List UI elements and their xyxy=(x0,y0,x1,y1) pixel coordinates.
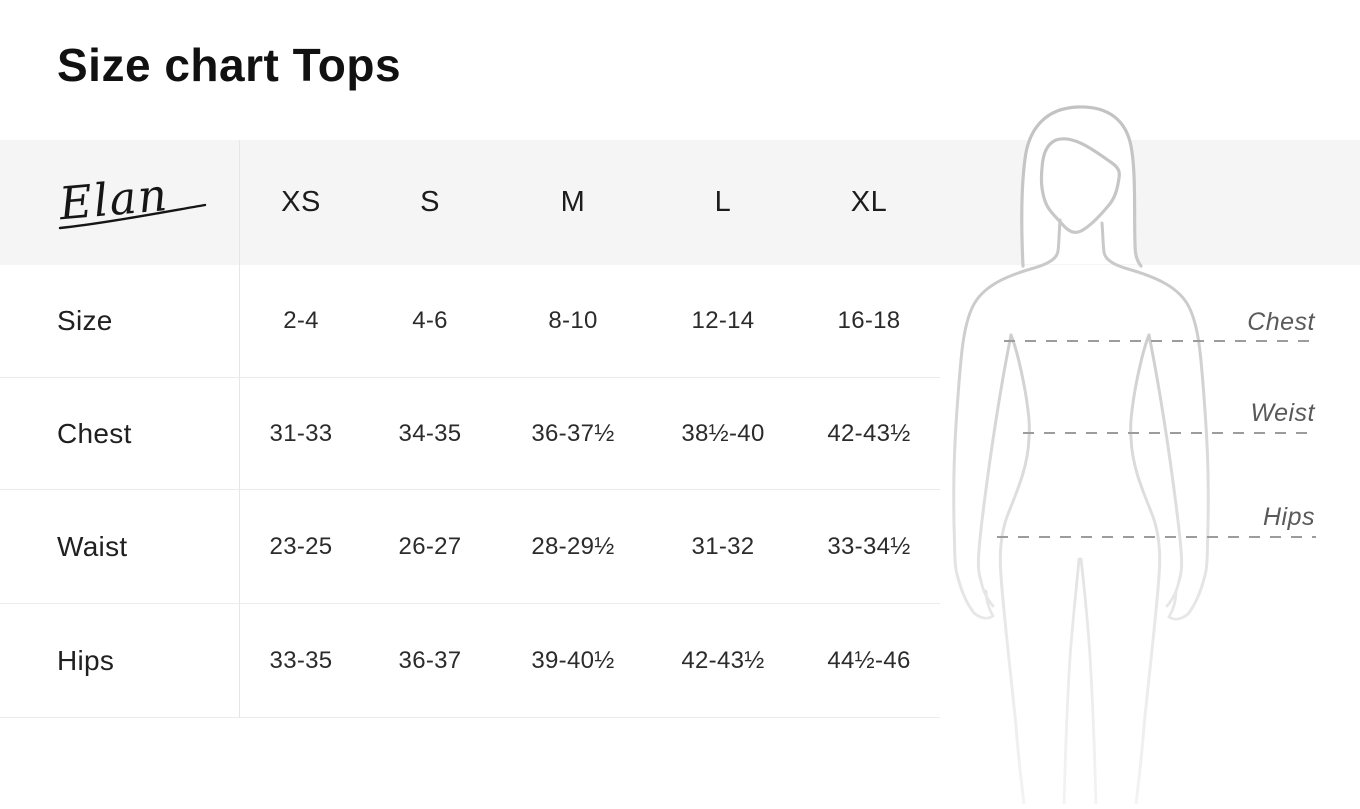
waist-value-cell: 23-25 xyxy=(269,532,333,560)
chest-value-cell: 38½-40 xyxy=(681,419,765,447)
size-column-header-s: S xyxy=(420,186,440,218)
right-inner-arm-line xyxy=(1147,333,1184,583)
size-column-header-xl: XL xyxy=(850,186,888,218)
page-title: Size chart Tops xyxy=(57,39,402,91)
face-outline xyxy=(1039,137,1121,234)
hair-outline xyxy=(1020,105,1143,268)
left-torso-outline xyxy=(998,333,1031,806)
chest-value-cell: 42-43½ xyxy=(827,419,911,447)
hips-value-cell: 36-37 xyxy=(398,646,462,674)
size-value-cell: 4-6 xyxy=(412,307,448,334)
waist-annotation-label: Weist xyxy=(1250,399,1315,427)
right-hand-outline xyxy=(1165,579,1190,621)
waist-value-cell: 31-32 xyxy=(691,532,755,560)
size-value-cell: 2-4 xyxy=(283,307,319,334)
right-shoulder-arm-outline xyxy=(1100,221,1210,616)
row-label-hips: Hips xyxy=(0,604,240,717)
right-inner-leg-line xyxy=(1079,557,1098,806)
size-chart-table: Elan XS S M L XL Size 2-4 4-6 8-10 12-14… xyxy=(0,140,940,718)
left-inner-arm-line xyxy=(976,333,1013,583)
table-row-size: Size 2-4 4-6 8-10 12-14 16-18 xyxy=(0,265,940,378)
left-inner-leg-line xyxy=(1062,557,1081,806)
chest-value-cell: 31-33 xyxy=(269,419,333,447)
chest-annotation-label: Chest xyxy=(1247,308,1315,336)
table-header-row: Elan XS S M L XL xyxy=(0,140,940,265)
left-hand-outline xyxy=(972,579,995,620)
hips-annotation-label: Hips xyxy=(1262,503,1315,531)
size-column-header-xs: XS xyxy=(281,186,321,218)
right-torso-outline xyxy=(1129,333,1162,806)
table-row-waist: Waist 23-25 26-27 28-29½ 31-32 33-34½ xyxy=(0,490,940,604)
woman-silhouette-figure xyxy=(952,105,1316,806)
chest-value-cell: 34-35 xyxy=(398,419,462,447)
row-label-size: Size xyxy=(0,265,240,377)
row-label-waist: Waist xyxy=(0,490,240,603)
measurement-figure xyxy=(940,104,1360,806)
row-label-chest: Chest xyxy=(0,378,240,489)
brand-logo-cell: Elan xyxy=(0,140,240,265)
hips-value-cell: 42-43½ xyxy=(681,646,765,674)
size-value-cell: 16-18 xyxy=(837,307,901,334)
hips-value-cell: 44½-46 xyxy=(827,646,911,674)
size-value-cell: 12-14 xyxy=(691,307,755,334)
table-row-hips: Hips 33-35 36-37 39-40½ 42-43½ 44½-46 xyxy=(0,604,940,718)
hips-value-cell: 39-40½ xyxy=(531,646,615,674)
waist-value-cell: 28-29½ xyxy=(531,532,615,560)
waist-value-cell: 33-34½ xyxy=(827,532,911,560)
size-column-header-m: M xyxy=(560,186,586,218)
hips-value-cell: 33-35 xyxy=(269,646,333,674)
chest-value-cell: 36-37½ xyxy=(531,419,615,447)
size-value-cell: 8-10 xyxy=(548,307,598,334)
table-row-chest: Chest 31-33 34-35 36-37½ 38½-40 42-43½ xyxy=(0,378,940,490)
brand-logo: Elan xyxy=(57,167,207,230)
brand-logo-underline xyxy=(58,203,207,229)
waist-value-cell: 26-27 xyxy=(398,532,462,560)
size-column-header-l: L xyxy=(714,186,732,218)
left-shoulder-arm-outline xyxy=(952,218,1062,615)
